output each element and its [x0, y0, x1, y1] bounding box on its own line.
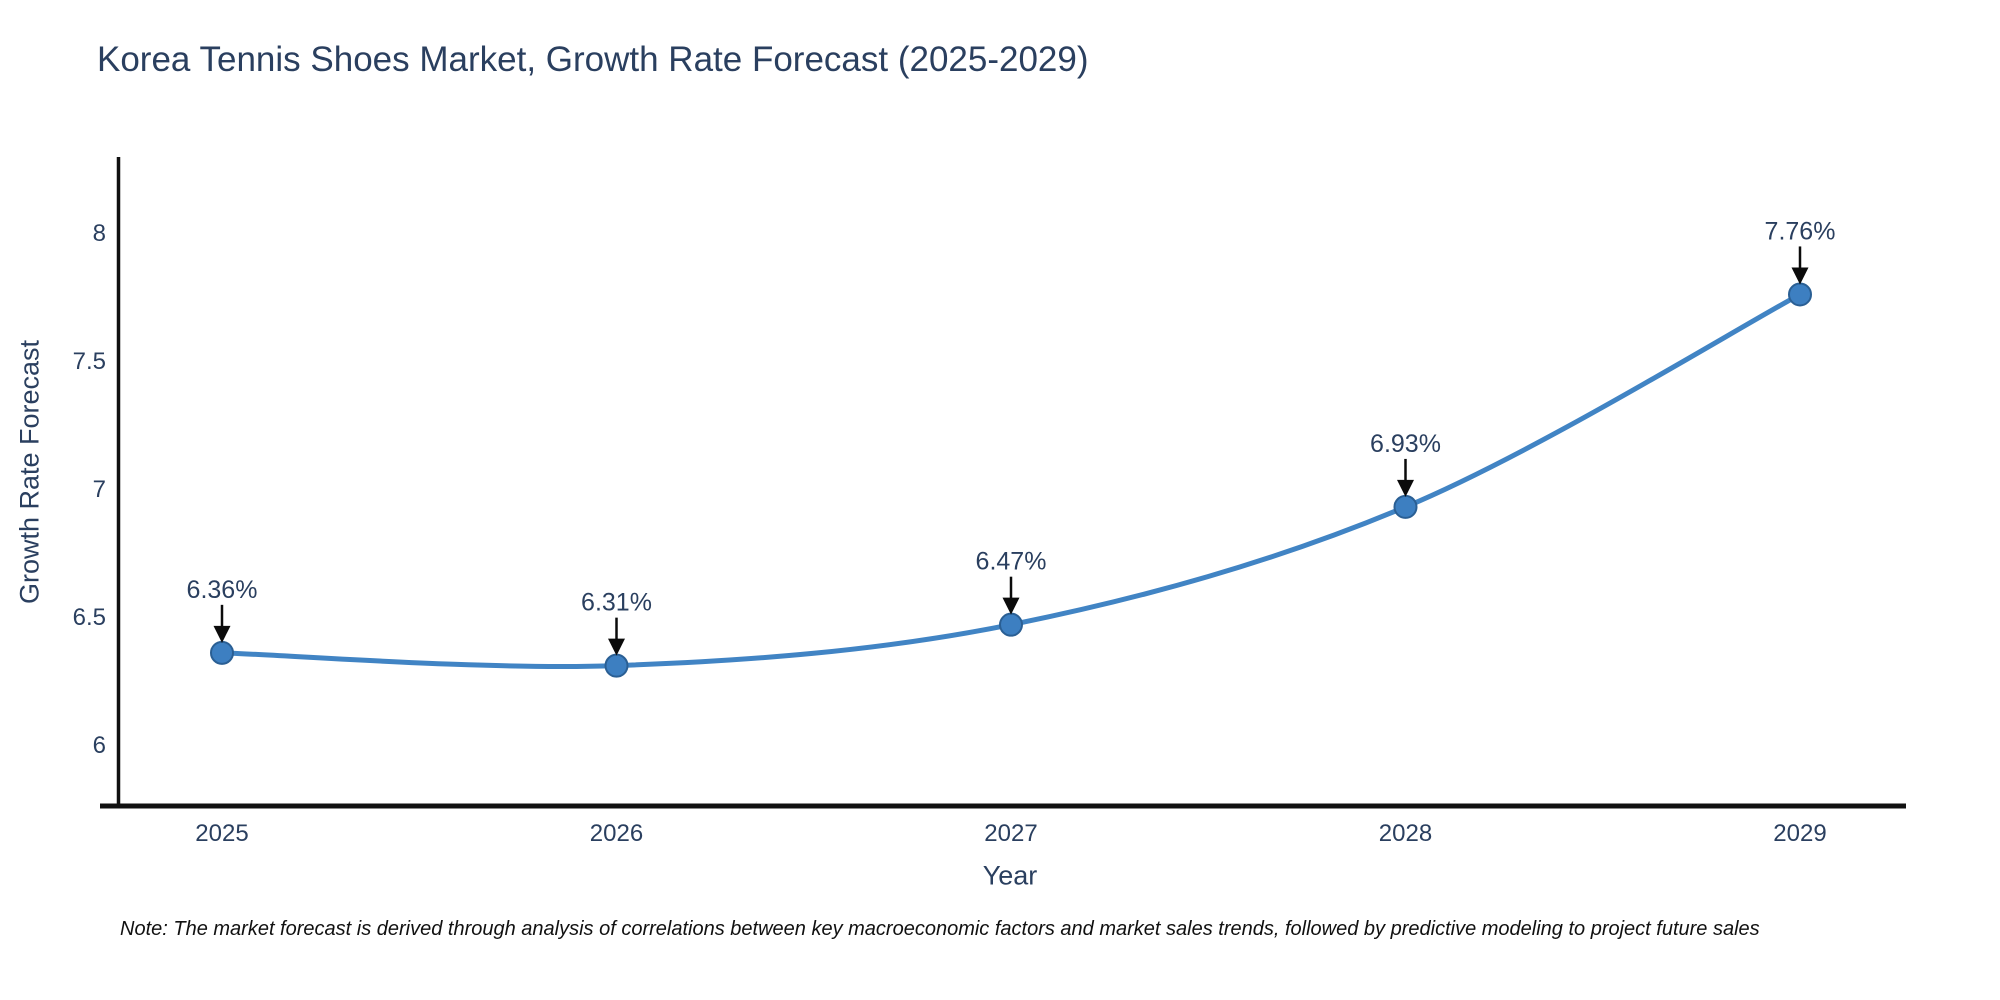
chart-title: Korea Tennis Shoes Market, Growth Rate F…: [97, 40, 1089, 79]
y-tick-label: 7.5: [73, 348, 106, 375]
point-label: 6.36%: [187, 576, 258, 604]
y-tick-label: 6.5: [73, 604, 106, 631]
annotation-arrowhead: [213, 625, 231, 643]
x-tick-label: 2026: [590, 820, 643, 847]
x-tick-label: 2029: [1773, 820, 1826, 847]
data-point: [1393, 494, 1418, 519]
annotation-arrowhead: [1002, 597, 1020, 615]
y-tick-label: 8: [93, 220, 106, 247]
data-point: [1788, 282, 1812, 307]
point-label: 7.76%: [1765, 217, 1836, 245]
point-label: 6.47%: [976, 548, 1047, 576]
annotation-arrowhead: [608, 638, 625, 656]
annotation-arrowhead: [1791, 267, 1809, 285]
annotation-arrowhead: [1397, 479, 1414, 497]
y-tick-label: 7: [93, 476, 106, 503]
data-point: [999, 612, 1023, 637]
x-tick-label: 2027: [984, 820, 1037, 847]
footnote: Note: The market forecast is derived thr…: [120, 918, 1760, 940]
data-point: [604, 653, 629, 678]
point-label: 6.93%: [1370, 430, 1441, 458]
x-axis-title: Year: [982, 860, 1038, 891]
data-point: [210, 640, 234, 665]
point-label: 6.31%: [581, 589, 652, 617]
x-tick-label: 2028: [1379, 820, 1432, 847]
x-tick-label: 2025: [195, 820, 248, 847]
y-tick-label: 6: [93, 732, 106, 759]
